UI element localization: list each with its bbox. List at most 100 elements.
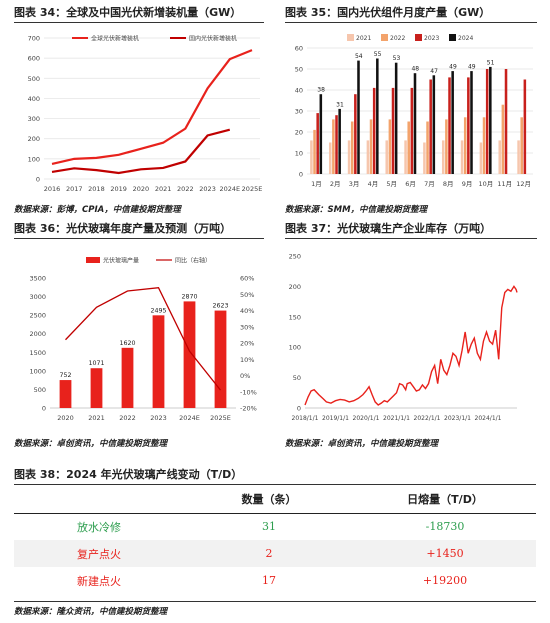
y2-tick-label: 60% bbox=[240, 275, 254, 283]
bar-data-label: 47 bbox=[430, 68, 438, 75]
legend-label: 2021 bbox=[356, 35, 371, 42]
bar-2024 bbox=[489, 66, 492, 174]
bar-2023 bbox=[448, 77, 451, 174]
bar-2021 bbox=[479, 142, 483, 174]
bar-2022 bbox=[501, 104, 505, 174]
legend-swatch bbox=[381, 34, 388, 41]
figure-38-rule bbox=[14, 484, 536, 485]
figure-34-source: 数据来源：彭博，CPIA，中信建投期货整理 bbox=[14, 205, 181, 215]
chart-pv-glass-annual-output: 0 500 1000 1500 2000 2500 3000 3500 -20% -10% 0% 10… bbox=[29, 257, 257, 423]
x-tick-label: 2022 bbox=[177, 185, 194, 193]
bar-data-label: 48 bbox=[411, 66, 419, 73]
bar-data-label: 55 bbox=[374, 51, 382, 58]
y-tick-label: 200 bbox=[28, 135, 40, 143]
bar-2023 bbox=[354, 94, 357, 174]
y-tick-label: 0 bbox=[36, 176, 40, 184]
chart-global-china-pv-installations: 0 100 200 300 400 500 600 700 2016 2017 2018 2019 20… bbox=[28, 35, 263, 194]
y-tick-label: 250 bbox=[289, 253, 301, 261]
y-tick-label: 3000 bbox=[29, 293, 46, 301]
table-row: 复产点火 2 +1450 bbox=[14, 540, 536, 567]
figure-34-rule bbox=[14, 22, 264, 23]
line-change-table: 数量（条） 日熔量（T/D） 放水冷修 31 -18730 复产点火 2 +14… bbox=[14, 486, 536, 594]
x-tick-label: 6月 bbox=[405, 180, 416, 188]
bar-2022 bbox=[350, 121, 354, 174]
bar-2022 bbox=[388, 119, 392, 174]
x-tick-label: 2022/1/1 bbox=[414, 415, 441, 422]
bar-2022 bbox=[332, 119, 335, 174]
y-tick-label: 0 bbox=[299, 171, 303, 179]
bar-data-label: 2623 bbox=[212, 303, 228, 310]
bar-glass-output bbox=[152, 315, 165, 408]
figure-38-source: 数据来源：隆众资讯，中信建投期货整理 bbox=[14, 607, 168, 617]
bar-2023 bbox=[467, 77, 470, 174]
bar-2021 bbox=[441, 140, 445, 174]
y-tick-label: 600 bbox=[28, 55, 40, 63]
x-tick-label: 3月 bbox=[349, 180, 360, 188]
row-count: 2 bbox=[265, 547, 273, 560]
bar-2021 bbox=[404, 140, 407, 174]
row-label: 放水冷修 bbox=[77, 520, 121, 534]
bar-data-label: 49 bbox=[449, 64, 457, 71]
bar-data-label: 54 bbox=[355, 53, 363, 60]
row-count: 17 bbox=[262, 574, 276, 587]
x-tick-label: 2023 bbox=[199, 185, 216, 193]
y-tick-label: 100 bbox=[289, 344, 301, 352]
y2-tick-label: 50% bbox=[240, 291, 254, 299]
figure-38-title: 图表 38：2024 年光伏玻璃产线变动（T/D） bbox=[14, 468, 243, 481]
bar-data-label: 51 bbox=[487, 59, 495, 66]
x-tick-label: 2018/1/1 bbox=[292, 415, 319, 422]
y-tick-label: 2000 bbox=[29, 330, 46, 338]
bar-2023 bbox=[335, 115, 338, 174]
table-row: 放水冷修 31 -18730 bbox=[14, 513, 536, 540]
bar-data-label: 53 bbox=[393, 55, 401, 62]
bar-2021 bbox=[498, 140, 502, 174]
legend-swatch bbox=[86, 257, 100, 263]
row-label: 新建点火 bbox=[77, 574, 121, 588]
y2-tick-label: -20% bbox=[240, 405, 257, 413]
figure-36-rule bbox=[14, 238, 264, 239]
x-tick-label: 2020 bbox=[133, 185, 150, 193]
inventory-line bbox=[304, 285, 518, 406]
bar-2023 bbox=[391, 87, 395, 174]
bar-glass-output bbox=[90, 368, 103, 408]
series-line-1 bbox=[51, 49, 253, 165]
x-tick-label: 2016 bbox=[44, 185, 61, 193]
row-capacity: +1450 bbox=[426, 547, 464, 560]
y-tick-label: 50 bbox=[293, 374, 301, 382]
x-tick-label: 11月 bbox=[497, 180, 512, 188]
row-capacity: -18730 bbox=[425, 520, 465, 534]
y-tick-label: 500 bbox=[28, 75, 40, 83]
figure-37-title: 图表 37：光伏玻璃生产企业库存（万吨） bbox=[285, 222, 492, 235]
y-tick-label: 0 bbox=[42, 405, 46, 413]
bar-data-label: 49 bbox=[468, 64, 476, 71]
x-tick-label: 2024E bbox=[219, 185, 240, 193]
figure-35-source: 数据来源：SMM，中信建投期货整理 bbox=[285, 205, 428, 215]
bar-2024 bbox=[394, 62, 398, 175]
figure-35-rule bbox=[285, 22, 537, 23]
x-tick-label: 2018 bbox=[88, 185, 105, 193]
x-tick-label: 10月 bbox=[479, 180, 494, 188]
bar-data-label: 752 bbox=[59, 372, 71, 379]
table-header-count: 数量（条） bbox=[184, 486, 354, 514]
x-tick-label: 4月 bbox=[368, 180, 379, 188]
bar-2024 bbox=[470, 71, 473, 174]
bar-2022 bbox=[520, 117, 523, 174]
bar-2021 bbox=[517, 140, 520, 174]
y-tick-label: 500 bbox=[34, 386, 46, 394]
bar-2024 bbox=[338, 108, 341, 174]
legend-label: 全球光伏新增装机 bbox=[91, 35, 139, 43]
y-tick-label: 150 bbox=[289, 313, 301, 321]
x-tick-label: 2025E bbox=[242, 185, 263, 193]
bar-2024 bbox=[451, 71, 454, 174]
bar-2023 bbox=[429, 79, 432, 174]
table-header-label bbox=[14, 486, 184, 514]
bar-data-label: 1071 bbox=[88, 360, 104, 367]
bar-2022 bbox=[482, 117, 486, 174]
bar-glass-output bbox=[121, 347, 134, 408]
legend-swatch bbox=[449, 34, 456, 41]
bar-2024 bbox=[319, 94, 323, 174]
x-tick-label: 2021 bbox=[155, 185, 172, 193]
bar-2021 bbox=[460, 140, 464, 174]
bar-2024 bbox=[357, 60, 360, 174]
y2-tick-label: 30% bbox=[240, 323, 254, 331]
